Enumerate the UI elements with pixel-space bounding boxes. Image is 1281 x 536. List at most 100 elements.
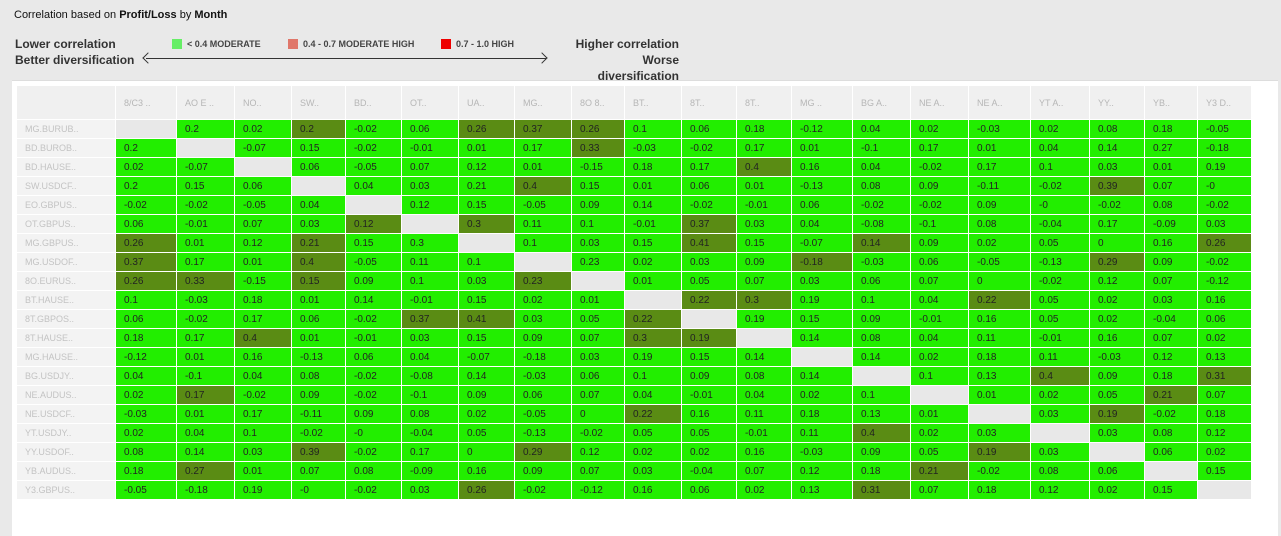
column-header[interactable]: MG .. — [791, 85, 853, 120]
correlation-cell: 0.04 — [345, 176, 402, 196]
correlation-cell: 0.04 — [910, 290, 969, 310]
correlation-cell: 0.37 — [514, 119, 572, 139]
row-header[interactable]: YT.USDJY.. — [16, 423, 116, 443]
column-header[interactable]: 8T.. — [736, 85, 792, 120]
correlation-cell: -0.01 — [736, 423, 792, 443]
correlation-cell: 0.08 — [1144, 423, 1198, 443]
column-header[interactable]: 8O 8.. — [571, 85, 625, 120]
correlation-cell: -0.05 — [968, 252, 1031, 272]
correlation-cell: -0.13 — [514, 423, 572, 443]
correlation-cell: -0.02 — [176, 309, 235, 329]
correlation-cell: -0.15 — [234, 271, 292, 291]
correlation-cell: 0.06 — [681, 119, 737, 139]
correlation-cell: 0.06 — [571, 366, 625, 386]
correlation-cell: 0.03 — [514, 309, 572, 329]
table-row: NE.USDCF.. -0.03 0.01 0.17 -0.11 0.09 0.08 0.02… — [16, 404, 1252, 424]
correlation-cell: 0.21 — [910, 461, 969, 481]
correlation-cell: 0.26 — [458, 480, 515, 500]
column-header[interactable]: 8T.. — [681, 85, 737, 120]
column-header[interactable]: NE A.. — [968, 85, 1031, 120]
correlation-cell: 0.4 — [291, 252, 346, 272]
correlation-cell: 0.13 — [791, 480, 853, 500]
correlation-cell: 0.01 — [968, 138, 1031, 158]
correlation-cell: -0.02 — [910, 195, 969, 215]
correlation-cell: 0.04 — [401, 347, 459, 367]
correlation-cell: 0 — [1089, 233, 1145, 253]
table-row: YB.AUDUS.. 0.18 0.27 0.01 0.07 0.08 -0.09 0.16 0… — [16, 461, 1252, 481]
column-header[interactable]: BT.. — [624, 85, 682, 120]
correlation-cell: 0.14 — [852, 347, 911, 367]
diagonal-cell — [736, 328, 792, 348]
correlation-cell: 0.01 — [176, 233, 235, 253]
correlation-cell: 0.06 — [1089, 461, 1145, 481]
column-header[interactable]: BD.. — [345, 85, 402, 120]
row-header[interactable]: 8T.HAUSE.. — [16, 328, 116, 348]
correlation-cell: 0.01 — [458, 138, 515, 158]
correlation-cell: -0.02 — [176, 195, 235, 215]
correlation-cell: 0.04 — [791, 214, 853, 234]
correlation-cell: 0.14 — [458, 366, 515, 386]
column-header[interactable]: NE A.. — [910, 85, 969, 120]
column-header[interactable]: AO E .. — [176, 85, 235, 120]
correlation-cell: -0.18 — [791, 252, 853, 272]
row-header[interactable]: MG.GBPUS.. — [16, 233, 116, 253]
row-header[interactable]: BT.HAUSE.. — [16, 290, 116, 310]
arrow-left-icon — [142, 52, 154, 64]
correlation-cell: 0.11 — [1030, 347, 1090, 367]
column-header[interactable]: SW.. — [291, 85, 346, 120]
correlation-cell: -0.03 — [624, 138, 682, 158]
row-header[interactable]: MG.USDOF.. — [16, 252, 116, 272]
correlation-cell: 0.33 — [571, 138, 625, 158]
column-header[interactable]: NO.. — [234, 85, 292, 120]
correlation-cell: -0.02 — [968, 461, 1031, 481]
correlation-cell: 0.17 — [681, 157, 737, 177]
row-header[interactable]: BD.HAUSE.. — [16, 157, 116, 177]
row-header[interactable]: BG.USDJY.. — [16, 366, 116, 386]
column-header[interactable]: YB.. — [1144, 85, 1198, 120]
row-header[interactable]: 8T.GBPOS.. — [16, 309, 116, 329]
diagonal-cell — [345, 195, 402, 215]
correlation-cell: -0.07 — [458, 347, 515, 367]
correlation-cell: 0.01 — [176, 404, 235, 424]
row-header[interactable]: NE.AUDUS.. — [16, 385, 116, 405]
correlation-cell: 0.39 — [291, 442, 346, 462]
row-header[interactable]: 8O.EURUS.. — [16, 271, 116, 291]
correlation-cell: 0.02 — [1030, 119, 1090, 139]
column-header[interactable]: BG A.. — [852, 85, 911, 120]
table-row: OT.GBPUS.. 0.06 -0.01 0.07 0.03 0.12 0.3 0.11 0.… — [16, 214, 1252, 234]
table-row: YT.USDJY.. 0.02 0.04 0.1 -0.02 -0 -0.04 0.05 -0.… — [16, 423, 1252, 443]
row-header[interactable]: YB.AUDUS.. — [16, 461, 116, 481]
column-header[interactable]: Y3 D.. — [1197, 85, 1252, 120]
row-header[interactable]: SW.USDCF.. — [16, 176, 116, 196]
correlation-cell: -0.01 — [401, 290, 459, 310]
column-header[interactable]: UA.. — [458, 85, 515, 120]
column-header[interactable]: 8/C3 .. — [115, 85, 177, 120]
correlation-cell: -0.12 — [1197, 271, 1252, 291]
row-header[interactable]: OT.GBPUS.. — [16, 214, 116, 234]
correlation-cell: 0.06 — [115, 309, 177, 329]
row-header[interactable]: BD.BUROB.. — [16, 138, 116, 158]
row-header[interactable]: MG.BURUB.. — [16, 119, 116, 139]
correlation-cell: 0.27 — [176, 461, 235, 481]
row-header[interactable]: NE.USDCF.. — [16, 404, 116, 424]
correlation-cell: 0.03 — [401, 328, 459, 348]
row-header[interactable]: YY.USDOF.. — [16, 442, 116, 462]
correlation-cell: 0.02 — [681, 442, 737, 462]
row-header[interactable]: EO.GBPUS.. — [16, 195, 116, 215]
correlation-cell: -0.11 — [291, 404, 346, 424]
correlation-cell: 0.08 — [291, 366, 346, 386]
row-header[interactable]: MG.HAUSE.. — [16, 347, 116, 367]
column-header[interactable]: OT.. — [401, 85, 459, 120]
row-header[interactable]: Y3.GBPUS.. — [16, 480, 116, 500]
correlation-cell: 0.12 — [571, 442, 625, 462]
correlation-cell: 0.26 — [1197, 233, 1252, 253]
table-row: NE.AUDUS.. 0.02 0.17 -0.02 0.09 -0.02 -0.1 0.09… — [16, 385, 1252, 405]
correlation-cell: 0.08 — [401, 404, 459, 424]
correlation-cell: 0.2 — [115, 176, 177, 196]
correlation-cell: 0.05 — [1030, 290, 1090, 310]
correlation-cell: 0.03 — [681, 252, 737, 272]
column-header[interactable]: YT A.. — [1030, 85, 1090, 120]
column-header[interactable]: MG.. — [514, 85, 572, 120]
correlation-cell: 0.02 — [791, 385, 853, 405]
column-header[interactable]: YY.. — [1089, 85, 1145, 120]
